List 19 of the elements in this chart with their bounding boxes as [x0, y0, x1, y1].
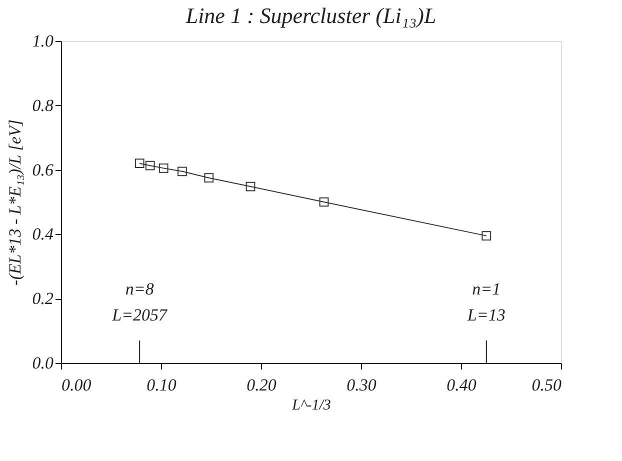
x-tick-label: 0.10: [146, 376, 177, 394]
y-tick-label: 0.0: [32, 354, 54, 372]
x-tick-label: 0.40: [446, 376, 477, 394]
y-tick-label: 0.8: [32, 96, 54, 115]
annotation: L=13: [466, 305, 506, 324]
annotation: n=1: [472, 280, 501, 299]
y-tick-label: 0.2: [32, 289, 54, 308]
chart-title: Line 1 : Supercluster (Li₁₃)L: [184, 3, 436, 28]
y-tick-label: 0.4: [32, 224, 54, 244]
x-tick-label: 0.30: [346, 376, 377, 394]
y-tick-label: 1.0: [32, 32, 54, 50]
y-tick-label: 0.6: [32, 160, 54, 180]
x-axis-title: L^-1/3: [291, 398, 331, 414]
x-tick-label: 0.20: [246, 376, 277, 394]
annotation: L=2057: [111, 305, 169, 324]
y-axis-title: -(EL*13 - L*E₁₃)/L [eV]: [5, 120, 24, 286]
x-tick-label: 0.50: [532, 376, 562, 394]
x-tick-label: 0.00: [62, 376, 92, 394]
annotation: n=8: [125, 280, 154, 299]
